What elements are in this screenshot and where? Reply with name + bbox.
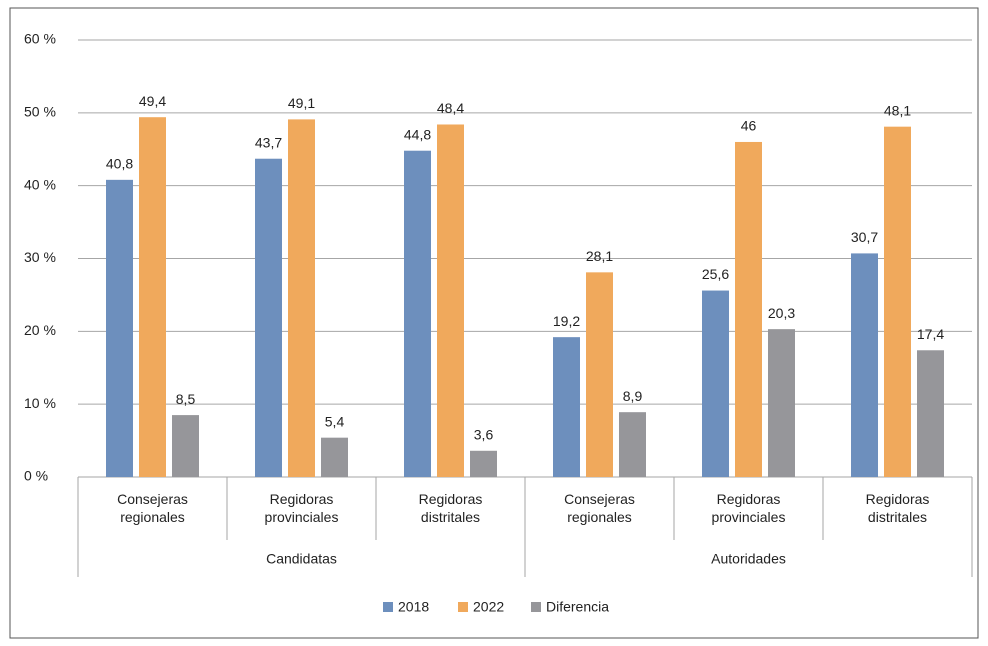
x-tick-label: Consejeras regionales — [564, 491, 635, 525]
data-label: 8,9 — [623, 388, 643, 404]
x-tick-label: Regidoras provinciales — [265, 491, 339, 525]
legend-swatch — [383, 602, 393, 612]
legend-label: Diferencia — [546, 599, 609, 615]
data-label: 48,4 — [437, 100, 464, 116]
bar — [851, 253, 878, 477]
bar — [619, 412, 646, 477]
data-label: 46 — [741, 118, 757, 134]
data-label: 40,8 — [106, 156, 133, 172]
y-tick-label: 10 % — [24, 395, 56, 411]
group-label: Autoridades — [711, 551, 786, 567]
y-tick-label: 20 % — [24, 322, 56, 338]
chart-frame — [9, 7, 979, 639]
data-label: 20,3 — [768, 305, 795, 321]
x-tick-label: Regidoras distritales — [419, 491, 483, 525]
bar — [106, 179, 133, 477]
data-label: 28,1 — [586, 248, 613, 264]
x-tick-label: Regidoras provinciales — [712, 491, 786, 525]
y-tick-label: 50 % — [24, 104, 56, 120]
data-label: 5,4 — [325, 413, 345, 429]
bar — [255, 158, 282, 478]
x-tick-label: Regidoras distritales — [866, 491, 930, 525]
bar — [470, 450, 497, 477]
data-label: 48,1 — [884, 102, 911, 118]
bar — [172, 415, 199, 477]
bar — [139, 117, 166, 477]
legend-label: 2018 — [398, 599, 429, 615]
bar — [404, 150, 431, 477]
x-tick-label: Consejeras regionales — [117, 491, 188, 525]
data-label: 44,8 — [404, 126, 431, 142]
data-label: 43,7 — [255, 134, 282, 150]
bar — [437, 124, 464, 477]
legend-label: 2022 — [473, 599, 504, 615]
data-label: 25,6 — [702, 266, 729, 282]
bar — [586, 272, 613, 477]
bar — [702, 290, 729, 477]
data-label: 17,4 — [917, 326, 944, 342]
legend-swatch — [531, 602, 541, 612]
y-tick-label: 30 % — [24, 249, 56, 265]
bar — [768, 329, 795, 477]
bar — [735, 141, 762, 477]
data-label: 8,5 — [176, 391, 196, 407]
bar — [917, 350, 944, 477]
data-label: 19,2 — [553, 313, 580, 329]
group-label: Candidatas — [266, 551, 337, 567]
y-tick-label: 40 % — [24, 176, 56, 192]
data-label: 3,6 — [474, 426, 494, 442]
legend-swatch — [458, 602, 468, 612]
y-tick-label: 0 % — [24, 468, 48, 484]
data-label: 49,4 — [139, 93, 166, 109]
bar — [553, 337, 580, 477]
bar — [321, 437, 348, 477]
data-label: 49,1 — [288, 95, 315, 111]
y-tick-label: 60 % — [24, 31, 56, 47]
bar — [288, 119, 315, 477]
bar — [884, 126, 911, 478]
data-label: 30,7 — [851, 229, 878, 245]
